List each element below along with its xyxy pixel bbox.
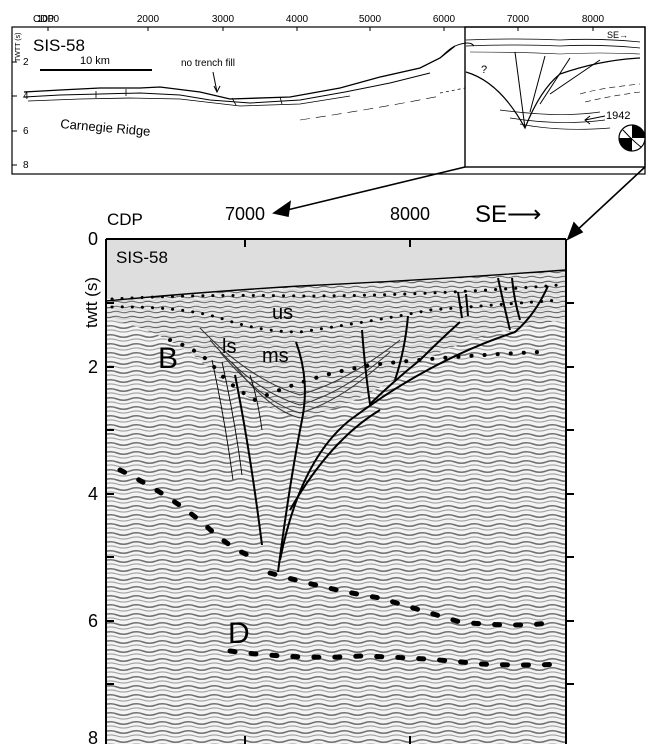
detail-panel: CDP 7000 8000 SE⟶ twtt (s) 0 2 4 6 8 — [82, 201, 574, 744]
overview-question-mark: ? — [481, 64, 487, 76]
basin-fill-curves — [199, 327, 401, 419]
detail-twtt-title: twtt (s) — [82, 277, 101, 328]
trench-note-arrow — [212, 71, 221, 94]
overview-inset-box — [464, 26, 646, 168]
detail-twtt-ticks: 0 2 4 6 8 — [88, 229, 98, 744]
overview-cdp-tick: 6000 — [433, 14, 456, 25]
overview-twtt-tick: 6 — [23, 126, 29, 137]
unit-label-us: us — [272, 302, 293, 324]
overview-inset-structure — [439, 38, 641, 130]
detail-twtt-tick: 8 — [88, 728, 98, 744]
overview-twtt-title: TWTT (s) — [15, 33, 22, 62]
detail-axis-ticks — [106, 239, 574, 744]
focal-mechanism-icon — [618, 124, 646, 152]
dotted-horizons — [110, 283, 563, 668]
overview-cdp-label: CDP — [33, 14, 54, 25]
overview-reflectors — [23, 42, 475, 121]
overview-cdp-tick: 1000 — [37, 14, 60, 25]
detail-twtt-tick: 2 — [88, 357, 98, 377]
detail-cdp-label: CDP — [107, 210, 143, 229]
overview-cdp-tick: 5000 — [359, 14, 382, 25]
detail-twtt-tick: 4 — [88, 484, 98, 504]
overview-scale-label: 10 km — [80, 55, 110, 67]
unit-label-b: B — [158, 342, 178, 375]
unit-label-d: D — [228, 617, 250, 650]
detail-twtt-tick: 0 — [88, 229, 98, 249]
overview-cdp-ticks: 1000 2000 3000 4000 5000 6000 7000 8000 — [37, 14, 605, 31]
overview-event-year: 1942 — [606, 110, 630, 122]
minor-faults — [211, 359, 263, 481]
overview-cdp-tick: 8000 — [582, 14, 605, 25]
overview-twtt-tick: 8 — [23, 160, 29, 171]
overview-twtt-tick: 2 — [23, 57, 29, 68]
fault-lines — [234, 277, 549, 573]
overview-frame — [11, 26, 646, 175]
overview-cdp-tick: 7000 — [507, 14, 530, 25]
overview-section-name: SIS-58 — [33, 36, 85, 55]
detail-twtt-tick: 6 — [88, 611, 98, 631]
seismic-section — [106, 270, 566, 744]
overview-cdp-tick: 2000 — [137, 14, 160, 25]
overview-trench-note: no trench fill — [181, 58, 235, 69]
overview-panel: CDP 1000 2000 3000 4000 5000 6000 7000 8… — [11, 14, 646, 175]
detail-cdp-tick: 7000 — [225, 204, 265, 224]
zoom-connector-arrows — [272, 166, 646, 241]
overview-direction: SE→ — [607, 30, 628, 40]
detail-direction: SE⟶ — [475, 201, 541, 228]
unit-label-ms: ms — [262, 345, 289, 367]
overview-cdp-tick: 3000 — [212, 14, 235, 25]
unit-label-ls: ls — [222, 336, 236, 358]
detail-cdp-tick: 8000 — [390, 204, 430, 224]
overview-cdp-tick: 4000 — [286, 14, 309, 25]
detail-section-name: SIS-58 — [116, 248, 168, 267]
